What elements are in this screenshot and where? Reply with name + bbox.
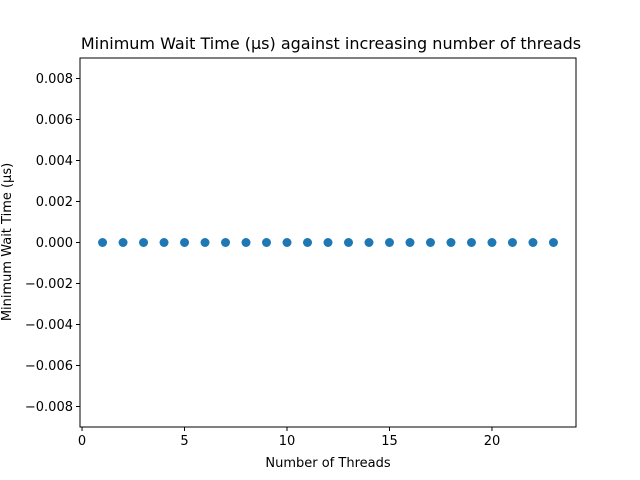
data-point <box>139 238 149 247</box>
data-point <box>364 238 374 247</box>
data-point <box>548 238 558 247</box>
data-point <box>466 238 476 247</box>
x-tick-label: 0 <box>78 434 86 449</box>
y-tick-label: −0.002 <box>25 277 73 292</box>
x-tick-label: 15 <box>381 434 398 449</box>
y-tick-label: −0.008 <box>25 400 73 415</box>
data-point <box>405 238 415 247</box>
x-tick-label: 5 <box>180 434 188 449</box>
data-point <box>384 238 394 247</box>
x-tick-label: 20 <box>484 434 501 449</box>
y-tick-label: −0.004 <box>25 318 73 333</box>
data-point <box>528 238 538 247</box>
chart-title: Minimum Wait Time (µs) against increasin… <box>81 34 581 53</box>
plot-area: 0 5 10 15 20 −0.008 −0.006 −0.004 −0.002 0.000 0.0… <box>25 57 577 449</box>
data-point <box>425 238 435 247</box>
data-point <box>180 238 190 247</box>
data-point <box>241 238 251 247</box>
data-point <box>487 238 497 247</box>
data-point <box>262 238 272 247</box>
x-axis-label: Number of Threads <box>265 456 390 471</box>
y-tick-label: 0.002 <box>36 195 73 210</box>
data-point <box>507 238 517 247</box>
data-point <box>323 238 333 247</box>
x-tick-label: 10 <box>279 434 296 449</box>
y-tick-label: 0.000 <box>36 236 73 251</box>
data-point <box>159 238 169 247</box>
y-tick-label: 0.006 <box>36 113 73 128</box>
data-point <box>200 238 210 247</box>
data-point <box>282 238 292 247</box>
data-point <box>343 238 353 247</box>
y-axis-label: Minimum Wait Time (µs) <box>0 163 15 321</box>
data-point <box>446 238 456 247</box>
y-tick-label: −0.006 <box>25 359 73 374</box>
data-point <box>221 238 231 247</box>
data-point <box>303 238 313 247</box>
data-point <box>98 238 108 247</box>
y-tick-label: 0.008 <box>36 72 73 87</box>
y-tick-label: 0.004 <box>36 154 73 169</box>
data-point <box>118 238 128 247</box>
